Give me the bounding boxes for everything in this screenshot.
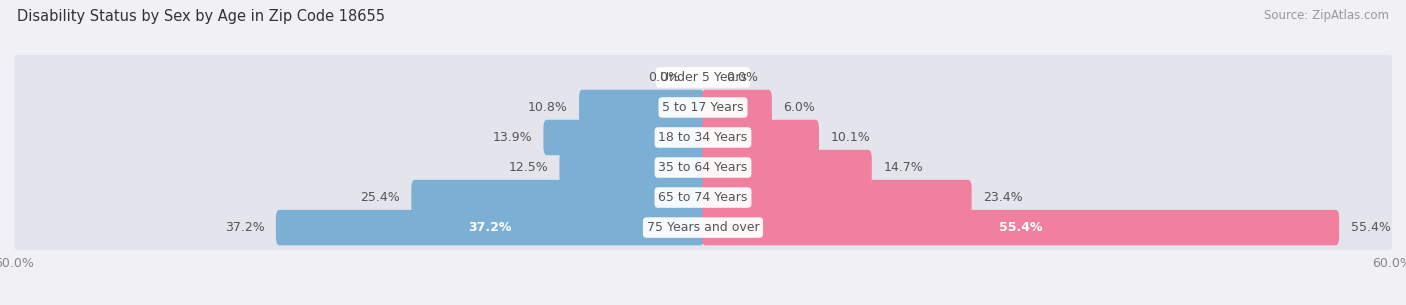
Text: 5 to 17 Years: 5 to 17 Years (662, 101, 744, 114)
FancyBboxPatch shape (14, 92, 1392, 123)
FancyBboxPatch shape (14, 63, 1392, 92)
FancyBboxPatch shape (702, 210, 1339, 245)
Text: 35 to 64 Years: 35 to 64 Years (658, 161, 748, 174)
Text: 0.0%: 0.0% (725, 71, 758, 84)
FancyBboxPatch shape (13, 55, 1393, 100)
FancyBboxPatch shape (14, 182, 1392, 213)
Text: 14.7%: 14.7% (883, 161, 922, 174)
Text: 12.5%: 12.5% (508, 161, 548, 174)
FancyBboxPatch shape (579, 90, 704, 125)
Text: 23.4%: 23.4% (983, 191, 1022, 204)
Text: 13.9%: 13.9% (492, 131, 531, 144)
Text: 65 to 74 Years: 65 to 74 Years (658, 191, 748, 204)
FancyBboxPatch shape (543, 120, 704, 155)
Text: 25.4%: 25.4% (360, 191, 399, 204)
Text: Source: ZipAtlas.com: Source: ZipAtlas.com (1264, 9, 1389, 22)
Text: 6.0%: 6.0% (783, 101, 815, 114)
FancyBboxPatch shape (13, 84, 1393, 130)
Text: 75 Years and over: 75 Years and over (647, 221, 759, 234)
Text: 10.1%: 10.1% (831, 131, 870, 144)
FancyBboxPatch shape (14, 213, 1392, 242)
Text: Under 5 Years: Under 5 Years (659, 71, 747, 84)
FancyBboxPatch shape (560, 150, 704, 185)
FancyBboxPatch shape (13, 205, 1393, 250)
FancyBboxPatch shape (702, 120, 818, 155)
FancyBboxPatch shape (13, 145, 1393, 190)
FancyBboxPatch shape (702, 180, 972, 215)
FancyBboxPatch shape (702, 150, 872, 185)
Text: 37.2%: 37.2% (225, 221, 264, 234)
FancyBboxPatch shape (412, 180, 704, 215)
FancyBboxPatch shape (702, 90, 772, 125)
Text: 18 to 34 Years: 18 to 34 Years (658, 131, 748, 144)
Text: 0.0%: 0.0% (648, 71, 681, 84)
FancyBboxPatch shape (14, 123, 1392, 152)
Text: 55.4%: 55.4% (1351, 221, 1391, 234)
Text: Disability Status by Sex by Age in Zip Code 18655: Disability Status by Sex by Age in Zip C… (17, 9, 385, 24)
Text: 10.8%: 10.8% (527, 101, 568, 114)
Text: 55.4%: 55.4% (1000, 221, 1043, 234)
FancyBboxPatch shape (13, 115, 1393, 160)
FancyBboxPatch shape (13, 175, 1393, 221)
FancyBboxPatch shape (276, 210, 704, 245)
Text: 37.2%: 37.2% (468, 221, 512, 234)
FancyBboxPatch shape (14, 152, 1392, 182)
